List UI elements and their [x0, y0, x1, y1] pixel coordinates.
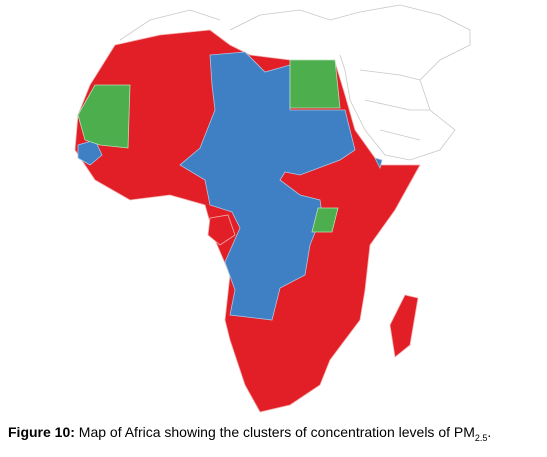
red-cluster — [389, 294, 419, 358]
red-cluster — [207, 214, 236, 246]
green-cluster — [289, 59, 341, 109]
blue-cluster — [374, 157, 383, 170]
caption-subscript: 2.5 — [474, 432, 488, 443]
blue-cluster — [179, 51, 356, 321]
green-cluster — [311, 207, 339, 233]
caption-end: . — [487, 424, 492, 440]
surrounding-outlines — [119, 4, 471, 161]
caption-text: Map of Africa showing the clusters of co… — [78, 424, 475, 440]
caption: Figure 10: Map of Africa showing the clu… — [8, 424, 491, 443]
green-cluster — [77, 84, 131, 149]
africa-map — [74, 4, 471, 413]
caption-label: Figure 10: — [8, 424, 75, 440]
